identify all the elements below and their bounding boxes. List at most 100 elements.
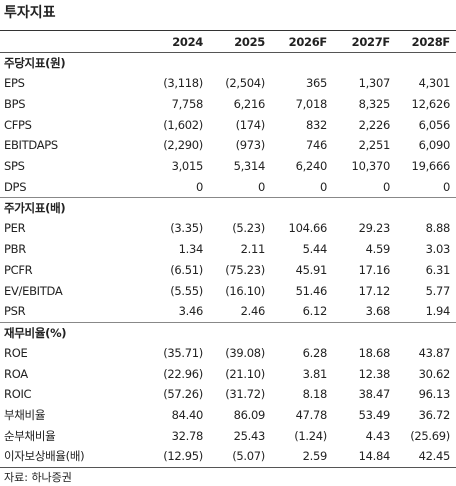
- section-row: 재무비율(%): [0, 321, 456, 343]
- section-title: 재무비율(%): [0, 321, 456, 343]
- row-label: ROIC: [4, 387, 32, 402]
- cell: 0: [442, 179, 450, 194]
- cell: 96.13: [418, 387, 451, 402]
- row-label: PBR: [4, 242, 26, 257]
- cell: (39.08): [225, 345, 265, 360]
- cell: 8.18: [302, 387, 328, 402]
- column-header: 2026F: [271, 30, 333, 53]
- cell: (1,602): [163, 117, 203, 132]
- cell: 19,666: [411, 159, 451, 174]
- cell: 0: [195, 179, 203, 194]
- data-row: ROA (22.96) (21.10) 3.81 12.38 30.62: [0, 363, 456, 384]
- cell: 6.12: [302, 304, 328, 319]
- cell: 14.84: [333, 446, 396, 468]
- row-label: PSR: [4, 304, 26, 319]
- section-title: 주가지표(배): [0, 197, 456, 219]
- cell: (57.26): [163, 387, 203, 402]
- column-header: 2027F: [333, 30, 396, 53]
- section-title: 주당지표(원): [0, 52, 456, 73]
- cell: 17.16: [358, 262, 391, 277]
- cell: (5.07): [209, 446, 271, 468]
- data-row: ROE (35.71) (39.08) 6.28 18.68 43.87: [0, 343, 456, 364]
- row-label: EBITDAPS: [4, 138, 58, 153]
- cell: 5,314: [233, 159, 266, 174]
- cell: 84.40: [171, 407, 204, 422]
- cell: 53.49: [358, 407, 391, 422]
- cell: (5.23): [232, 221, 265, 236]
- cell: 365: [305, 76, 327, 91]
- data-row: PBR 1.34 2.11 5.44 4.59 3.03: [0, 239, 456, 260]
- cell: 6,216: [233, 97, 266, 112]
- cell: (6.51): [170, 262, 203, 277]
- cell: (3,118): [163, 76, 203, 91]
- cell: 12.38: [358, 366, 391, 381]
- cell: 3.68: [365, 304, 391, 319]
- row-label: PCFR: [4, 262, 33, 277]
- cell: 4,301: [418, 76, 451, 91]
- cell: (3.35): [170, 221, 203, 236]
- cell: 0: [319, 179, 327, 194]
- data-row: SPS 3,015 5,314 6,240 10,370 19,666: [0, 156, 456, 177]
- cell: (973): [235, 138, 266, 153]
- cell: 1.94: [425, 304, 451, 319]
- column-header: 2025: [209, 30, 271, 53]
- column-header: 2028F: [396, 30, 456, 53]
- cell: 6,090: [418, 138, 451, 153]
- cell: 86.09: [233, 407, 266, 422]
- cell: (16.10): [225, 283, 265, 298]
- cell: 5.44: [302, 242, 328, 257]
- data-row: 이자보상배율(배) (12.95) (5.07) 2.59 14.84 42.45: [0, 446, 456, 468]
- row-label: ROE: [4, 345, 28, 360]
- header-cell: [0, 30, 146, 53]
- cell: 3.03: [425, 242, 451, 257]
- cell: 43.87: [418, 345, 451, 360]
- cell: 4.43: [365, 428, 391, 443]
- section-row: 주가지표(배): [0, 197, 456, 219]
- cell: 2.46: [240, 304, 266, 319]
- title: 투자지표: [4, 5, 56, 21]
- cell: (25.69): [410, 428, 450, 443]
- cell: 6,240: [295, 159, 328, 174]
- cell: 8,325: [358, 97, 391, 112]
- section-row: 주당지표(원): [0, 52, 456, 73]
- data-row: PSR 3.46 2.46 6.12 3.68 1.94: [0, 301, 456, 322]
- row-label: CFPS: [4, 117, 32, 132]
- cell: 51.46: [295, 283, 328, 298]
- cell: (1.24): [294, 428, 327, 443]
- data-row: PER (3.35) (5.23) 104.66 29.23 8.88: [0, 218, 456, 239]
- source: 자료: 하나증권: [4, 471, 72, 484]
- cell: 3.81: [302, 366, 328, 381]
- cell: 2,251: [358, 138, 391, 153]
- cell: (5.55): [170, 283, 203, 298]
- cell: (174): [235, 117, 266, 132]
- cell: 746: [305, 138, 327, 153]
- cell: 7,018: [295, 97, 328, 112]
- cell: 3,015: [171, 159, 204, 174]
- data-row: EV/EBITDA (5.55) (16.10) 51.46 17.12 5.77: [0, 280, 456, 301]
- cell: 104.66: [288, 221, 328, 236]
- row-label: EV/EBITDA: [4, 283, 63, 298]
- data-row: DPS 0 0 0 0 0: [0, 176, 456, 197]
- row-label: ROA: [4, 366, 28, 381]
- row-label: PER: [4, 221, 26, 236]
- cell: 38.47: [358, 387, 391, 402]
- cell: 36.72: [418, 407, 451, 422]
- row-label: BPS: [4, 97, 26, 112]
- cell: 5.77: [425, 283, 451, 298]
- cell: 25.43: [233, 428, 266, 443]
- table: 2024 2025 2026F 2027F 2028F 주당지표(원) EPS (3,118)…: [0, 30, 456, 468]
- cell: 2.11: [240, 242, 266, 257]
- cell: (31.72): [225, 387, 265, 402]
- row-label: 순부채비율: [4, 428, 56, 443]
- row-label: 부채비율: [4, 407, 46, 422]
- cell: 42.45: [396, 446, 456, 468]
- cell: 2.59: [271, 446, 333, 468]
- cell: 7,758: [171, 97, 204, 112]
- row-label: EPS: [4, 76, 25, 91]
- cell: 18.68: [358, 345, 391, 360]
- cell: 29.23: [358, 221, 391, 236]
- header-row: 2024 2025 2026F 2027F 2028F: [0, 30, 456, 53]
- cell: 6.28: [302, 345, 328, 360]
- data-row: 순부채비율 32.78 25.43 (1.24) 4.43 (25.69): [0, 425, 456, 446]
